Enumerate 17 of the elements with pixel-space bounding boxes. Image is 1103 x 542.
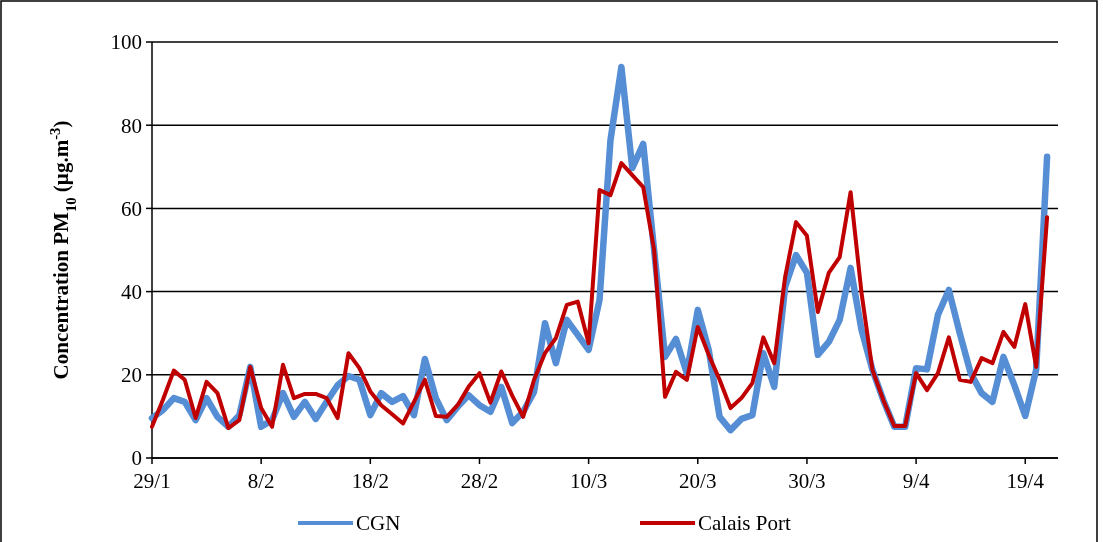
- x-tick-label: 9/4: [902, 469, 931, 493]
- y-tick-label: 40: [121, 279, 142, 304]
- legend-label: CGN: [356, 511, 401, 536]
- x-tick-label: 28/2: [460, 469, 499, 493]
- x-tick-label: 30/3: [788, 469, 826, 493]
- y-tick-label: 0: [131, 446, 142, 471]
- y-tick-label: 100: [110, 30, 142, 55]
- x-tick-label: 20/3: [679, 469, 717, 493]
- y-tick-label: 20: [121, 363, 142, 388]
- x-tick-label: 8/2: [247, 469, 275, 493]
- x-tick-label: 18/2: [351, 469, 389, 493]
- legend-label: Calais Port: [698, 511, 791, 536]
- y-tick-label: 60: [121, 196, 142, 221]
- x-tick-label: 10/3: [569, 469, 608, 493]
- y-tick-label: 80: [121, 113, 142, 138]
- x-tick-label: 19/4: [1006, 469, 1045, 493]
- x-tick-label: 29/1: [133, 469, 171, 493]
